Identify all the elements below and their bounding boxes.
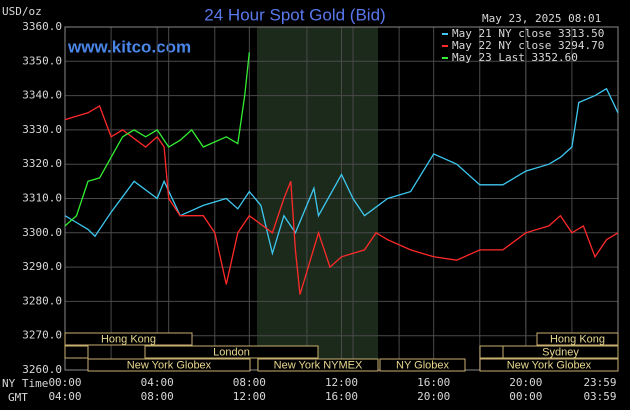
y-tick-label: 3330.0 (22, 123, 62, 136)
session-box (144, 345, 319, 359)
session-box (479, 358, 619, 372)
x-tick-label: 20:00 (509, 376, 542, 389)
x-tick-label: 12:00 (325, 376, 358, 389)
gmt-label: GMT (8, 391, 28, 404)
price-line (64, 87, 619, 256)
session-box (536, 332, 619, 346)
x2-tick-label: 08:00 (141, 390, 174, 403)
session-label: NY Globex (396, 359, 449, 371)
site-url: www.kitco.com (67, 37, 191, 56)
x-tick-label: 23:59 (583, 376, 616, 389)
session-box (64, 345, 89, 359)
session-box (87, 358, 251, 372)
y-tick-label: 3350.0 (22, 54, 62, 67)
chart-title: 24 Hour Spot Gold (Bid) (204, 5, 385, 24)
session-label: Hong Kong (550, 333, 605, 345)
x2-tick-label: 12:00 (233, 390, 266, 403)
timestamp: May 23, 2025 08:01 (482, 12, 601, 25)
x2-tick-label: 03:59 (583, 390, 616, 403)
x2-tick-label: 04:00 (48, 390, 81, 403)
session-label: New York Globex (127, 359, 212, 371)
x-tick-label: 04:00 (141, 376, 174, 389)
session-box (257, 358, 379, 372)
session-label: New York NYMEX (274, 359, 363, 371)
y-tick-label: 3260.0 (22, 363, 62, 376)
unit-label: USD/oz (2, 5, 42, 18)
session-label: Sydney (542, 346, 579, 358)
legend-label: May 22 NY close 3294.70 (452, 39, 604, 52)
y-tick-label: 3310.0 (22, 192, 62, 205)
session-label: London (213, 346, 250, 358)
session-box (379, 358, 466, 372)
price-line (64, 52, 250, 227)
x2-tick-label: 16:00 (325, 390, 358, 403)
y-tick-label: 3320.0 (22, 157, 62, 170)
session-box (64, 332, 193, 346)
session-box (479, 345, 504, 359)
x-tick-label: 16:00 (417, 376, 450, 389)
session-label: Hong Kong (101, 333, 156, 345)
y-tick-label: 3280.0 (22, 294, 62, 307)
x-tick-label: 00:00 (48, 376, 81, 389)
y-tick-label: 3300.0 (22, 226, 62, 239)
session-box (502, 345, 619, 359)
y-tick-label: 3290.0 (22, 260, 62, 273)
y-tick-label: 3360.0 (22, 20, 62, 33)
y-tick-label: 3270.0 (22, 329, 62, 342)
x2-tick-label: 20:00 (417, 390, 450, 403)
legend-label: May 23 Last 3352.60 (452, 51, 578, 64)
ny-time-label: NY Time (2, 377, 48, 390)
x2-tick-label: 00:00 (509, 390, 542, 403)
legend-label: May 21 NY close 3313.50 (452, 27, 604, 40)
session-label: New York Globex (507, 359, 592, 371)
price-line (64, 104, 619, 295)
y-tick-label: 3340.0 (22, 89, 62, 102)
x-tick-label: 08:00 (233, 376, 266, 389)
